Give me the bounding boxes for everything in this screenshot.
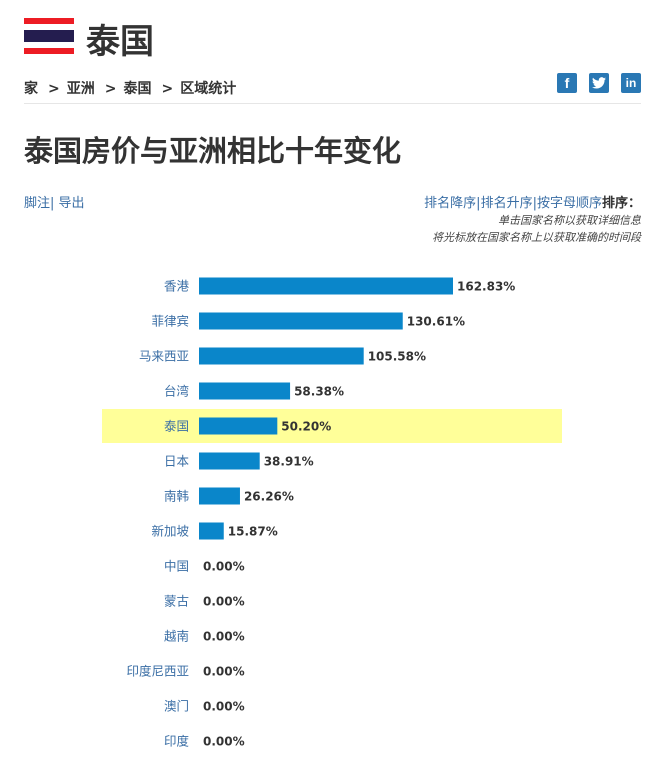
bar <box>199 417 278 435</box>
linkedin-icon[interactable]: in <box>621 73 641 93</box>
value-label: 26.26% <box>244 490 294 504</box>
sort-desc-link[interactable]: 排名降序 <box>424 196 477 211</box>
social-share: f in <box>557 73 641 93</box>
link-separator: | <box>476 196 481 211</box>
link-separator: | <box>532 196 537 211</box>
category-label[interactable]: 越南 <box>164 629 189 644</box>
thailand-flag-icon <box>24 18 74 54</box>
flag-stripe <box>24 24 74 30</box>
value-label: 0.00% <box>203 700 245 714</box>
breadcrumb-thailand[interactable]: 泰国 <box>123 81 152 97</box>
breadcrumb-asia[interactable]: 亚洲 <box>66 81 95 97</box>
value-label: 38.91% <box>264 455 314 469</box>
export-link[interactable]: 导出 <box>58 196 85 211</box>
bar <box>199 522 224 540</box>
category-label[interactable]: 菲律宾 <box>151 314 189 329</box>
bar <box>199 382 291 400</box>
country-title: 泰国 <box>86 22 154 62</box>
value-label: 0.00% <box>203 560 245 574</box>
footnote-export-links: 脚注| 导出 <box>24 192 85 211</box>
breadcrumb-separator: > <box>48 81 60 97</box>
breadcrumb-separator: > <box>161 81 174 97</box>
category-label[interactable]: 泰国 <box>164 419 189 434</box>
category-label[interactable]: 印度尼西亚 <box>126 664 189 679</box>
footnote-link[interactable]: 脚注 <box>24 196 51 211</box>
divider <box>24 103 641 104</box>
breadcrumb-home[interactable]: 家 <box>24 81 38 97</box>
category-label[interactable]: 澳门 <box>164 699 189 714</box>
category-label[interactable]: 香港 <box>164 279 190 294</box>
value-label: 0.00% <box>203 630 245 644</box>
bar <box>199 277 453 295</box>
sort-label: 排序： <box>601 196 641 211</box>
sort-asc-link[interactable]: 排名升序 <box>480 196 533 211</box>
category-label[interactable]: 蒙古 <box>164 594 189 609</box>
sort-alpha-link[interactable]: 按字母顺序 <box>536 196 602 211</box>
highlight-row <box>102 409 562 443</box>
bar <box>199 452 260 470</box>
category-label[interactable]: 南韩 <box>164 489 189 504</box>
value-label: 58.38% <box>294 385 344 399</box>
bar <box>199 347 364 365</box>
breadcrumb: 家 > 亚洲 > 泰国 > 区域统计 <box>24 78 236 98</box>
breadcrumb-separator: > <box>104 81 117 97</box>
category-label[interactable]: 日本 <box>164 454 190 469</box>
facebook-icon[interactable]: f <box>557 73 577 93</box>
breadcrumb-regional-stats[interactable]: 区域统计 <box>180 81 237 97</box>
link-separator: | <box>50 196 55 211</box>
flag-stripe <box>24 48 74 54</box>
value-label: 0.00% <box>203 735 245 749</box>
value-label: 105.58% <box>368 350 426 364</box>
value-label: 130.61% <box>407 315 465 329</box>
flag-stripe <box>24 30 74 42</box>
value-label: 15.87% <box>228 525 278 539</box>
value-label: 0.00% <box>203 595 245 609</box>
value-label: 162.83% <box>457 280 515 294</box>
twitter-icon[interactable] <box>589 73 609 93</box>
flag-stripe <box>24 42 74 48</box>
flag-stripe <box>24 18 74 24</box>
category-label[interactable]: 马来西亚 <box>139 349 189 364</box>
bar-chart: 香港 162.83% 菲律宾 130.61% 马来西亚 105.58% 台湾 58.38% 泰国… <box>102 277 562 749</box>
value-label: 0.00% <box>203 665 245 679</box>
page-title: 泰国房价与亚洲相比十年变化 <box>24 134 402 168</box>
value-label: 50.20% <box>281 420 331 434</box>
sort-links: 排名降序|排名升序|按字母顺序排序： <box>424 192 641 211</box>
category-label[interactable]: 中国 <box>164 559 189 574</box>
category-label[interactable]: 印度 <box>164 734 190 749</box>
category-label[interactable]: 新加坡 <box>151 524 189 539</box>
bar <box>199 487 240 505</box>
bar <box>199 312 403 330</box>
category-label[interactable]: 台湾 <box>164 384 189 399</box>
hint-click-country: 单击国家名称以获取详细信息 <box>498 214 641 227</box>
hint-hover-country: 将光标放在国家名称上以获取准确的时间段 <box>432 231 641 244</box>
